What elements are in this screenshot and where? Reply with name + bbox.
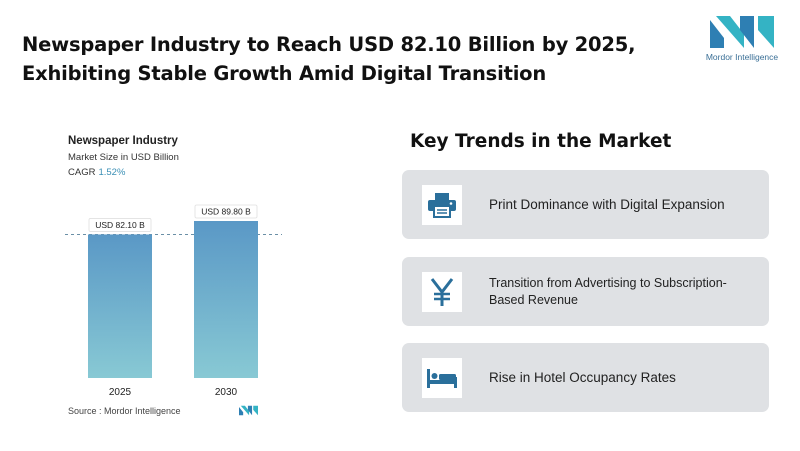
yen-icon <box>430 278 454 306</box>
data-label-box <box>194 204 258 219</box>
trend-icon-box <box>422 185 462 225</box>
data-label: USD 82.10 B <box>95 220 145 230</box>
trend-card-hotel: Rise in Hotel Occupancy Rates <box>402 343 769 412</box>
bar-2030 <box>194 221 258 378</box>
bar-chart: USD 82.10 B 2025 USD 89.80 B 2030 <box>65 204 282 398</box>
x-tick-label: 2030 <box>215 387 238 398</box>
data-label-box <box>88 218 152 232</box>
chart-source: Source : Mordor Intelligence <box>68 406 181 416</box>
chart-cagr: CAGR 1.52% <box>68 167 125 178</box>
data-label: USD 89.80 B <box>201 207 251 217</box>
trend-card-print: Print Dominance with Digital Expansion <box>402 170 769 239</box>
trend-icon-box <box>422 272 462 312</box>
chart-title: Newspaper Industry <box>68 135 178 147</box>
trends-title: Key Trends in the Market <box>410 131 672 152</box>
trend-icon-box <box>422 358 462 398</box>
cagr-value: 1.52% <box>98 167 126 178</box>
x-tick-label: 2025 <box>109 387 132 398</box>
bar-2025 <box>88 234 152 378</box>
cagr-label: CAGR <box>68 167 96 178</box>
trend-label: Transition from Advertising to Subscript… <box>489 275 727 307</box>
source-logo-icon <box>239 405 258 416</box>
printer-icon <box>428 193 456 218</box>
bed-icon <box>427 369 457 388</box>
headline: Newspaper Industry to Reach USD 82.10 Bi… <box>22 30 662 88</box>
trend-card-subscription: Transition from Advertising to Subscript… <box>402 257 769 326</box>
logo-mark-icon <box>710 16 774 48</box>
trend-label: Rise in Hotel Occupancy Rates <box>489 369 676 385</box>
headline-line-1: Newspaper Industry to Reach USD 82.10 Bi… <box>22 33 636 56</box>
chart-subtitle: Market Size in USD Billion <box>68 152 179 163</box>
trend-label: Print Dominance with Digital Expansion <box>489 196 725 212</box>
logo-text: Mordor Intelligence <box>705 52 779 62</box>
mordor-intelligence-logo: Mordor Intelligence <box>700 16 784 66</box>
headline-line-2: Exhibiting Stable Growth Amid Digital Tr… <box>22 62 547 85</box>
